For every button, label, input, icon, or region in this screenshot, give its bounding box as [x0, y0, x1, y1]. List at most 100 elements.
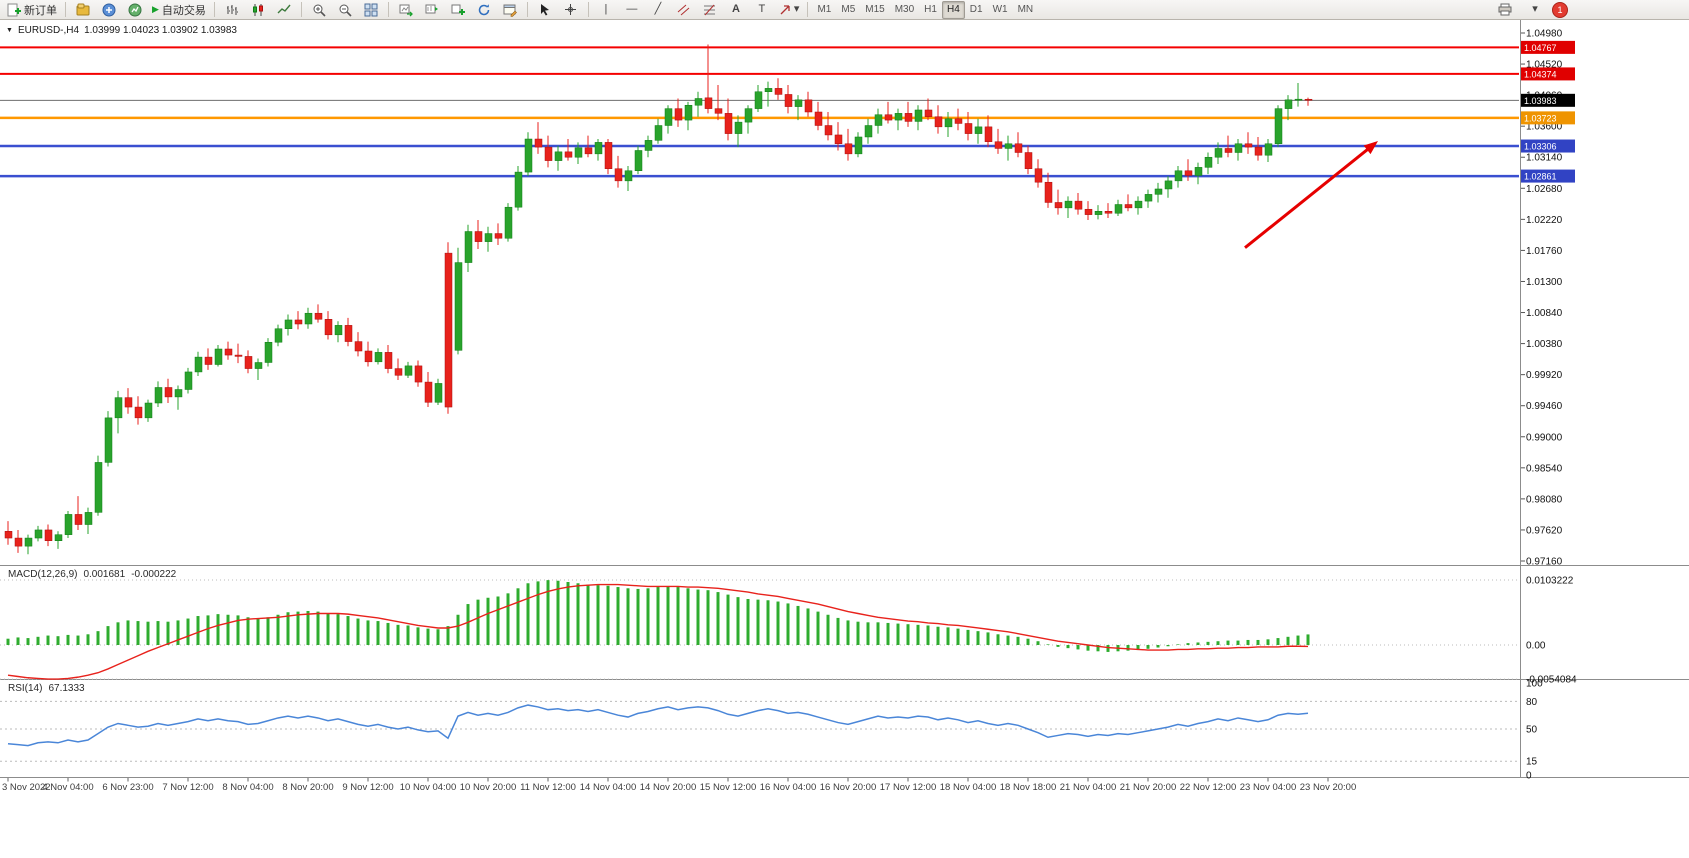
- timeframe-d1-button[interactable]: D1: [969, 4, 983, 15]
- vertical-line-icon: |: [604, 3, 608, 15]
- svg-text:1.03723: 1.03723: [1524, 113, 1557, 123]
- timeframe-h1-button[interactable]: H1: [924, 4, 937, 15]
- chevron-down-icon: ▾: [793, 3, 800, 15]
- svg-text:14 Nov 04:00: 14 Nov 04:00: [580, 782, 637, 793]
- timeframe-mn-button[interactable]: MN: [1017, 4, 1034, 15]
- timeframe-w1-button[interactable]: W1: [992, 4, 1008, 15]
- svg-text:15: 15: [1526, 757, 1538, 768]
- printer-icon: [1498, 3, 1512, 16]
- new-order-button[interactable]: 新订单: [3, 0, 61, 20]
- toolbar-overflow-button[interactable]: ▾: [1522, 0, 1548, 20]
- tile-windows-button[interactable]: [358, 0, 384, 20]
- svg-text:4 Nov 04:00: 4 Nov 04:00: [42, 782, 93, 793]
- fibonacci-tool-button[interactable]: [697, 0, 723, 20]
- svg-text:3 Nov 2022: 3 Nov 2022: [2, 782, 51, 793]
- toolbar-separator: [587, 2, 589, 17]
- trendline-icon: ╱: [654, 3, 662, 15]
- auto-trading-label: 自动交易: [161, 4, 206, 17]
- zoom-out-button[interactable]: [332, 0, 358, 20]
- crosshair-button[interactable]: [558, 0, 584, 20]
- strategy-tester-icon: [128, 3, 142, 17]
- chart-shift-button[interactable]: [419, 0, 445, 20]
- timeframe-m5-button[interactable]: M5: [841, 4, 856, 15]
- svg-text:15 Nov 12:00: 15 Nov 12:00: [700, 782, 757, 793]
- chart-ohlc-values: 1.03999 1.04023 1.03902 1.03983: [84, 25, 237, 36]
- notification-badge[interactable]: 1: [1552, 1, 1568, 18]
- macd-signal-value: -0.000222: [131, 569, 177, 580]
- tile-windows-icon: [364, 3, 378, 17]
- arrows-tool-button[interactable]: ▾: [775, 0, 804, 20]
- svg-text:100: 100: [1526, 679, 1543, 690]
- timeframe-m1-button[interactable]: M1: [817, 4, 832, 15]
- cursor-button[interactable]: [532, 0, 558, 20]
- svg-text:8 Nov 20:00: 8 Nov 20:00: [282, 782, 333, 793]
- svg-text:10 Nov 20:00: 10 Nov 20:00: [460, 782, 517, 793]
- timeframe-h4-button[interactable]: H4: [941, 0, 965, 19]
- bar-chart-icon: [225, 3, 239, 17]
- svg-text:50: 50: [1526, 725, 1538, 736]
- svg-text:17 Nov 12:00: 17 Nov 12:00: [880, 782, 937, 793]
- svg-text:0.0103222: 0.0103222: [1526, 575, 1574, 586]
- horizontal-line-tool-button[interactable]: —: [619, 0, 645, 20]
- zoom-out-icon: [338, 3, 352, 17]
- line-chart-button[interactable]: [271, 0, 297, 20]
- svg-text:11 Nov 12:00: 11 Nov 12:00: [520, 782, 576, 793]
- trendline-tool-button[interactable]: ╱: [645, 0, 671, 20]
- svg-text:1.01760: 1.01760: [1526, 246, 1563, 257]
- macd-main-value: 0.001681: [83, 569, 126, 580]
- svg-text:1.02220: 1.02220: [1526, 215, 1563, 226]
- timeframe-m30-button[interactable]: M30: [894, 4, 915, 15]
- bar-chart-button[interactable]: [219, 0, 245, 20]
- candlestick-chart-icon: [251, 3, 265, 17]
- svg-text:0.98540: 0.98540: [1526, 463, 1563, 474]
- svg-text:1.03600: 1.03600: [1526, 122, 1563, 133]
- svg-text:0.00: 0.00: [1526, 641, 1546, 652]
- channel-tool-button[interactable]: [671, 0, 697, 20]
- svg-text:1.00840: 1.00840: [1526, 308, 1563, 319]
- text-tool-button[interactable]: A: [723, 0, 749, 20]
- svg-text:22 Nov 12:00: 22 Nov 12:00: [1180, 782, 1237, 793]
- crosshair-icon: [564, 3, 577, 16]
- new-chart-button[interactable]: [445, 0, 471, 20]
- chart-properties-button[interactable]: [497, 0, 523, 20]
- fibonacci-icon: [703, 3, 716, 16]
- rsi-indicator-label: RSI(14) 67.1333: [8, 683, 85, 694]
- strategy-tester-button[interactable]: [122, 0, 148, 20]
- print-button[interactable]: [1492, 0, 1518, 20]
- profiles-button[interactable]: [70, 0, 96, 20]
- svg-text:0.99920: 0.99920: [1526, 370, 1563, 381]
- zoom-in-button[interactable]: [306, 0, 332, 20]
- text-label-tool-button[interactable]: T: [749, 0, 775, 20]
- svg-text:1.01300: 1.01300: [1526, 277, 1563, 288]
- toolbar-right-cluster: ▾ 1: [1492, 0, 1568, 20]
- svg-text:0: 0: [1526, 771, 1532, 782]
- refresh-icon: [477, 3, 491, 17]
- svg-text:1.03983: 1.03983: [1524, 96, 1557, 106]
- metaeditor-button[interactable]: [96, 0, 122, 20]
- svg-text:16 Nov 04:00: 16 Nov 04:00: [760, 782, 817, 793]
- chart-dropdown-icon[interactable]: ▼: [6, 27, 13, 34]
- svg-text:8 Nov 04:00: 8 Nov 04:00: [222, 782, 273, 793]
- refresh-button[interactable]: [471, 0, 497, 20]
- chart-shift-icon: [425, 3, 439, 17]
- svg-text:1.02680: 1.02680: [1526, 184, 1563, 195]
- zoom-in-icon: [312, 3, 326, 17]
- svg-text:10 Nov 04:00: 10 Nov 04:00: [400, 782, 457, 793]
- auto-trading-play-icon: ▶: [152, 4, 159, 14]
- toolbar-separator: [213, 2, 215, 17]
- vertical-line-tool-button[interactable]: |: [593, 0, 619, 20]
- chart-title: ▼ EURUSD-,H4 1.03999 1.04023 1.03902 1.0…: [6, 25, 237, 36]
- auto-trading-button[interactable]: ▶ 自动交易: [148, 0, 210, 20]
- timeframe-m15-button[interactable]: M15: [865, 4, 885, 15]
- svg-text:0.99460: 0.99460: [1526, 401, 1563, 412]
- chart-properties-icon: [503, 3, 517, 17]
- auto-arrange-button[interactable]: [393, 0, 419, 20]
- chart-symbol-period: EURUSD-,H4: [17, 25, 80, 36]
- svg-text:23 Nov 04:00: 23 Nov 04:00: [1240, 782, 1297, 793]
- svg-text:6 Nov 23:00: 6 Nov 23:00: [102, 782, 153, 793]
- candlestick-chart-button[interactable]: [245, 0, 271, 20]
- toolbar-separator: [65, 2, 66, 17]
